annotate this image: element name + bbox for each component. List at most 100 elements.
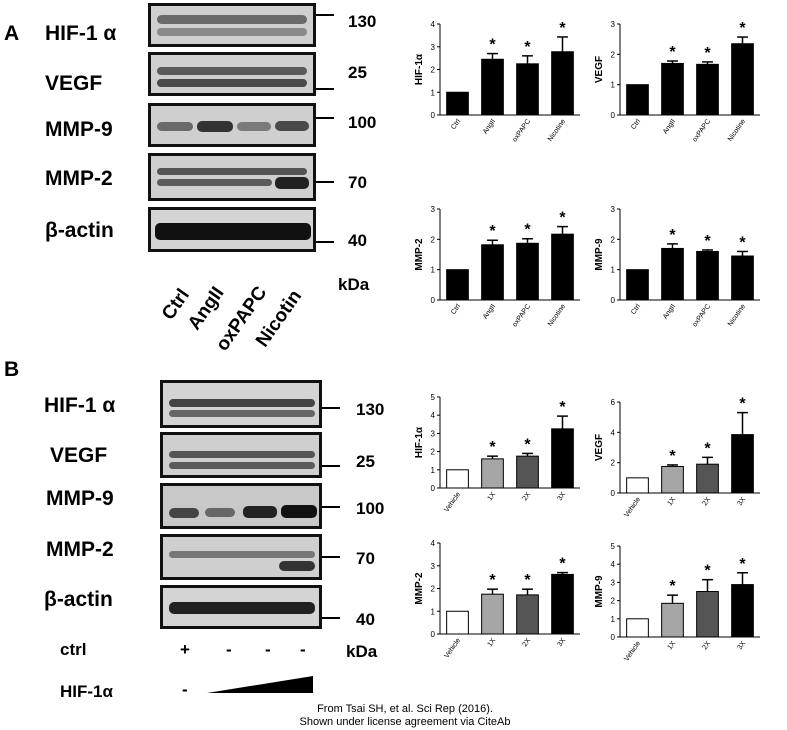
significance-mark: * — [559, 20, 566, 37]
marker-tick — [316, 241, 334, 243]
significance-mark: * — [704, 563, 711, 580]
y-tick-label: 4 — [611, 560, 616, 569]
panel-a-protein-mmp9: MMP-9 — [45, 118, 113, 141]
panel-b-protein-mmp9: MMP-9 — [46, 487, 114, 510]
x-tick-label: 1X — [486, 491, 497, 502]
panel-a-kda-label: kDa — [338, 275, 370, 294]
x-tick-label: AngII — [662, 118, 677, 135]
significance-mark: * — [739, 20, 746, 37]
y-tick-label: 1 — [431, 88, 436, 97]
x-tick-label: AngII — [662, 303, 677, 320]
significance-mark: * — [559, 556, 566, 573]
y-tick-label: 1 — [611, 266, 616, 275]
y-tick-label: 2 — [611, 597, 616, 606]
y-axis-label: HIF-1α — [414, 53, 425, 85]
significance-mark: * — [739, 234, 746, 251]
chart-a-hif: 0 1 2 3 4 HIF-1α Ctrl * AngII * oxPAPC * Nicotine — [414, 20, 580, 143]
bar-AngII — [481, 244, 504, 301]
panel-b-blot-vegf — [160, 432, 322, 478]
y-tick-label: 2 — [611, 235, 616, 244]
bar-oxPAPC — [516, 63, 539, 116]
significance-mark: * — [739, 396, 746, 413]
y-axis-label: HIF-1α — [414, 426, 425, 458]
caption-line-1: From Tsai SH, et al. Sci Rep (2016). — [317, 703, 493, 715]
significance-mark: * — [704, 233, 711, 250]
bar-3X — [731, 584, 754, 638]
panel-b-marker-130: 130 — [356, 400, 385, 419]
bar-2X — [516, 594, 539, 635]
bar-Ctrl — [446, 269, 469, 301]
significance-mark: * — [669, 448, 676, 465]
x-tick-label: oxPAPC — [692, 118, 713, 143]
panel-a-marker-130: 130 — [348, 12, 377, 31]
chart-a-mmp9: 0 1 2 3 MMP-9 Ctrl * AngII * oxPAPC * Nicotine — [594, 205, 760, 328]
panel-a-protein-hif: HIF-1 α — [45, 22, 117, 45]
x-tick-label: Vehicle — [443, 637, 462, 660]
bar-2X — [696, 591, 719, 638]
y-tick-label: 0 — [431, 296, 436, 305]
panel-b-protein-actin: β-actin — [44, 588, 113, 611]
y-tick-label: 2 — [431, 66, 436, 75]
y-tick-label: 5 — [611, 542, 616, 551]
bar-Vehicle — [626, 477, 649, 494]
x-tick-label: Nicotine — [727, 303, 747, 328]
y-tick-label: 3 — [611, 578, 616, 587]
bar-Ctrl — [626, 269, 649, 301]
y-tick-label: 0 — [611, 296, 616, 305]
caption-line-2: Shown under license agreement via CiteAb — [299, 716, 511, 728]
panel-b-marker-40: 40 — [356, 610, 375, 629]
bar-2X — [516, 455, 539, 489]
panel-b-blot-hif — [160, 380, 322, 428]
x-tick-label: 1X — [666, 496, 677, 507]
bar-oxPAPC — [516, 242, 539, 301]
panel-a-blot-actin — [148, 207, 316, 252]
y-tick-label: 1 — [431, 607, 436, 616]
x-tick-label: 3X — [736, 496, 747, 507]
x-tick-label: 2X — [521, 491, 532, 502]
y-tick-label: 2 — [431, 235, 436, 244]
panel-a-marker-100: 100 — [348, 113, 377, 132]
panel-b-kda-label: kDa — [346, 642, 378, 661]
bar-Nicotine — [731, 43, 754, 116]
y-axis-label: MMP-2 — [414, 238, 425, 271]
panel-a-protein-vegf: VEGF — [45, 72, 103, 95]
panel-a-marker-25: 25 — [348, 63, 367, 82]
bar-3X — [731, 434, 754, 494]
bar-Vehicle — [446, 469, 469, 489]
y-axis-label: MMP-2 — [414, 572, 425, 605]
y-tick-label: 3 — [431, 429, 436, 438]
panel-a-blot-mmp2 — [148, 153, 316, 201]
significance-mark: * — [524, 436, 531, 453]
x-tick-label: Nicotine — [547, 303, 567, 328]
significance-mark: * — [669, 578, 676, 595]
x-tick-label: 2X — [521, 637, 532, 648]
x-tick-label: AngII — [482, 118, 497, 135]
y-tick-label: 4 — [431, 20, 436, 29]
y-tick-label: 2 — [431, 448, 436, 457]
x-tick-label: 3X — [556, 491, 567, 502]
x-tick-label: oxPAPC — [512, 303, 533, 328]
panel-b-marker-25: 25 — [356, 452, 375, 471]
bar-2X — [696, 463, 719, 494]
panel-a-protein-mmp2: MMP-2 — [45, 167, 113, 190]
x-tick-label: Ctrl — [450, 303, 462, 316]
x-tick-label: Vehicle — [443, 491, 462, 514]
chart-b-vegf: 0 2 4 6 VEGF Vehicle * 1X * 2X * 3X — [594, 396, 760, 519]
panel-b-blot-actin — [160, 585, 322, 629]
y-tick-label: 4 — [611, 428, 616, 437]
x-tick-label: 2X — [701, 640, 712, 651]
bar-3X — [551, 428, 574, 489]
bar-1X — [661, 465, 684, 494]
x-tick-label: 2X — [701, 496, 712, 507]
bar-Vehicle — [446, 610, 469, 635]
y-tick-label: 3 — [431, 43, 436, 52]
panel-b-blot-mmp9 — [160, 483, 322, 529]
bar-1X — [481, 458, 504, 489]
y-tick-label: 3 — [611, 20, 616, 29]
significance-mark: * — [489, 572, 496, 589]
x-tick-label: Nicotine — [727, 118, 747, 143]
bar-1X — [481, 593, 504, 635]
bar-Ctrl — [446, 91, 469, 116]
significance-mark: * — [559, 210, 566, 227]
marker-tick — [322, 407, 340, 409]
